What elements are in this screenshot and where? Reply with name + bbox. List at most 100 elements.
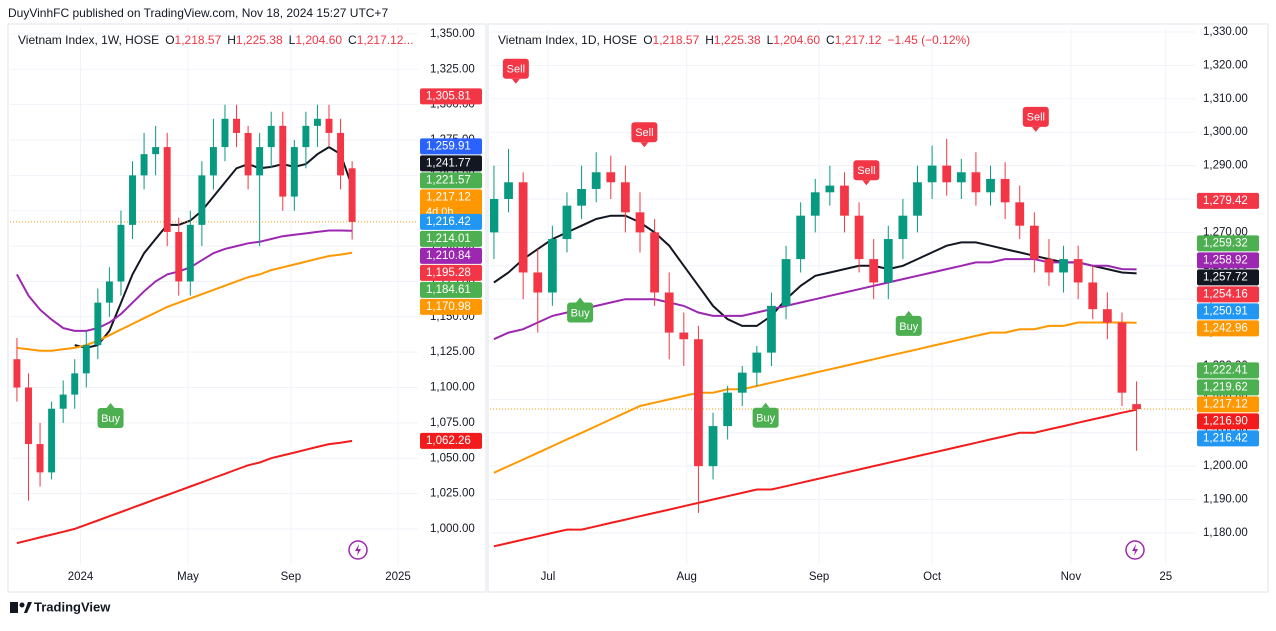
price-tag-label: 1,217.12	[1203, 398, 1248, 410]
candle-body	[1044, 259, 1054, 273]
price-tag-label: 1,222.41	[1203, 364, 1248, 376]
candle-body	[152, 147, 160, 155]
candle-body	[1059, 259, 1068, 273]
signal-pointer	[576, 297, 585, 303]
legend-part: 1,204.60	[295, 33, 342, 47]
candle-body	[971, 172, 981, 193]
candle-body	[163, 147, 171, 232]
candle-body	[694, 339, 703, 467]
legend-key: O	[165, 33, 174, 47]
price-tag-label: 1,257.72	[1203, 271, 1248, 283]
y-tick-label: 1,300.00	[1203, 126, 1248, 138]
signal-pointer	[1031, 126, 1040, 132]
candle-body	[796, 215, 806, 260]
price-tag	[1197, 303, 1259, 320]
price-tag	[1197, 413, 1259, 430]
price-tag-label: 1,184.61	[426, 284, 471, 296]
candle-body	[883, 239, 893, 283]
candle-body	[767, 305, 776, 353]
legend-part: Vietnam Index, 1W, HOSE	[18, 33, 159, 47]
signal-text: Sell	[635, 127, 653, 139]
price-tag-label: 1,214.01	[426, 233, 471, 245]
candle-body	[105, 281, 113, 303]
price-tag-label: 1,279.42	[1203, 195, 1248, 207]
candle-body	[36, 444, 44, 473]
x-tick-label: 2024	[68, 571, 94, 583]
plot	[10, 28, 418, 565]
price-tag-label: 1,219.62	[1203, 381, 1248, 393]
footer-brand: TradingView	[34, 599, 111, 614]
y-tick-label: 1,025.00	[430, 488, 475, 500]
candle-body	[913, 182, 922, 216]
candle-body	[233, 118, 241, 133]
candle-body	[1132, 404, 1141, 409]
x-tick-label: Sep	[809, 571, 829, 583]
candle-body	[635, 212, 645, 233]
signal-badge	[97, 408, 124, 429]
candle-body	[504, 182, 513, 199]
legend-part: 1,225.38	[714, 33, 761, 47]
candle-body	[825, 185, 835, 193]
price-tag	[1197, 286, 1259, 303]
x-tick-label: 2025	[385, 571, 411, 583]
candle-body	[1102, 309, 1112, 323]
icon	[348, 540, 368, 560]
indicator-line	[16, 439, 353, 545]
price-tag-label: 1,258.92	[1203, 254, 1248, 266]
publisher: DuyVinhFC published on TradingView.com, …	[8, 6, 388, 20]
candle-body	[140, 154, 148, 176]
candle-body	[82, 345, 90, 374]
price-tag	[420, 155, 482, 172]
y-tick-label: 1,100.00	[430, 382, 475, 394]
legend-key: H	[705, 33, 714, 47]
candle-body	[256, 147, 264, 176]
y-tick-label: 1,050.00	[430, 452, 475, 464]
candle-body	[752, 352, 762, 373]
candle-body	[1015, 202, 1025, 226]
y-tick-label: 1,290.00	[1203, 160, 1248, 172]
price-tag	[420, 432, 482, 449]
candle-body	[1029, 225, 1039, 260]
icon	[355, 544, 361, 556]
legend-change: −1.45 (−0.12%)	[887, 33, 970, 47]
price-tag	[1197, 396, 1259, 413]
legend-key: O	[643, 33, 652, 47]
signal-badge	[631, 122, 658, 143]
candle-body	[562, 205, 572, 240]
candle-body	[533, 272, 543, 293]
price-tag	[420, 264, 482, 281]
y-tick-label: 1,125.00	[430, 346, 475, 358]
x-tick-label: Aug	[676, 571, 696, 583]
price-tag-label: 1,305.81	[426, 90, 471, 102]
y-tick-label: 1,325.00	[430, 63, 475, 75]
candle-body	[1088, 282, 1098, 310]
x-tick-label: Oct	[923, 571, 942, 583]
price-tag	[1197, 269, 1259, 286]
signal-badge	[567, 302, 594, 323]
y-tick-label: 1,310.00	[1203, 93, 1248, 105]
price-tag	[420, 298, 482, 315]
y-tick-label: 1,320.00	[1203, 59, 1248, 71]
candle-body	[942, 165, 952, 183]
candle-body	[810, 192, 820, 216]
candle-body	[71, 373, 79, 395]
candle-body	[547, 239, 557, 293]
legend-key: L	[767, 33, 774, 47]
icon	[1132, 544, 1138, 556]
price-tag	[1197, 362, 1259, 379]
legend-part: 1,217.12	[835, 33, 882, 47]
price-tag	[420, 213, 482, 230]
candle-body	[279, 125, 287, 197]
candle-body	[869, 259, 879, 283]
candle-body	[621, 182, 630, 213]
x-tick-label: Sep	[281, 571, 301, 583]
price-tag	[420, 172, 482, 189]
icon	[1125, 540, 1145, 560]
signal-pointer	[761, 402, 770, 408]
indicator-line	[493, 408, 1137, 548]
legend-part: Vietnam Index, 1D, HOSE	[498, 33, 637, 47]
candle-body	[186, 224, 194, 282]
candle-body	[302, 125, 310, 148]
